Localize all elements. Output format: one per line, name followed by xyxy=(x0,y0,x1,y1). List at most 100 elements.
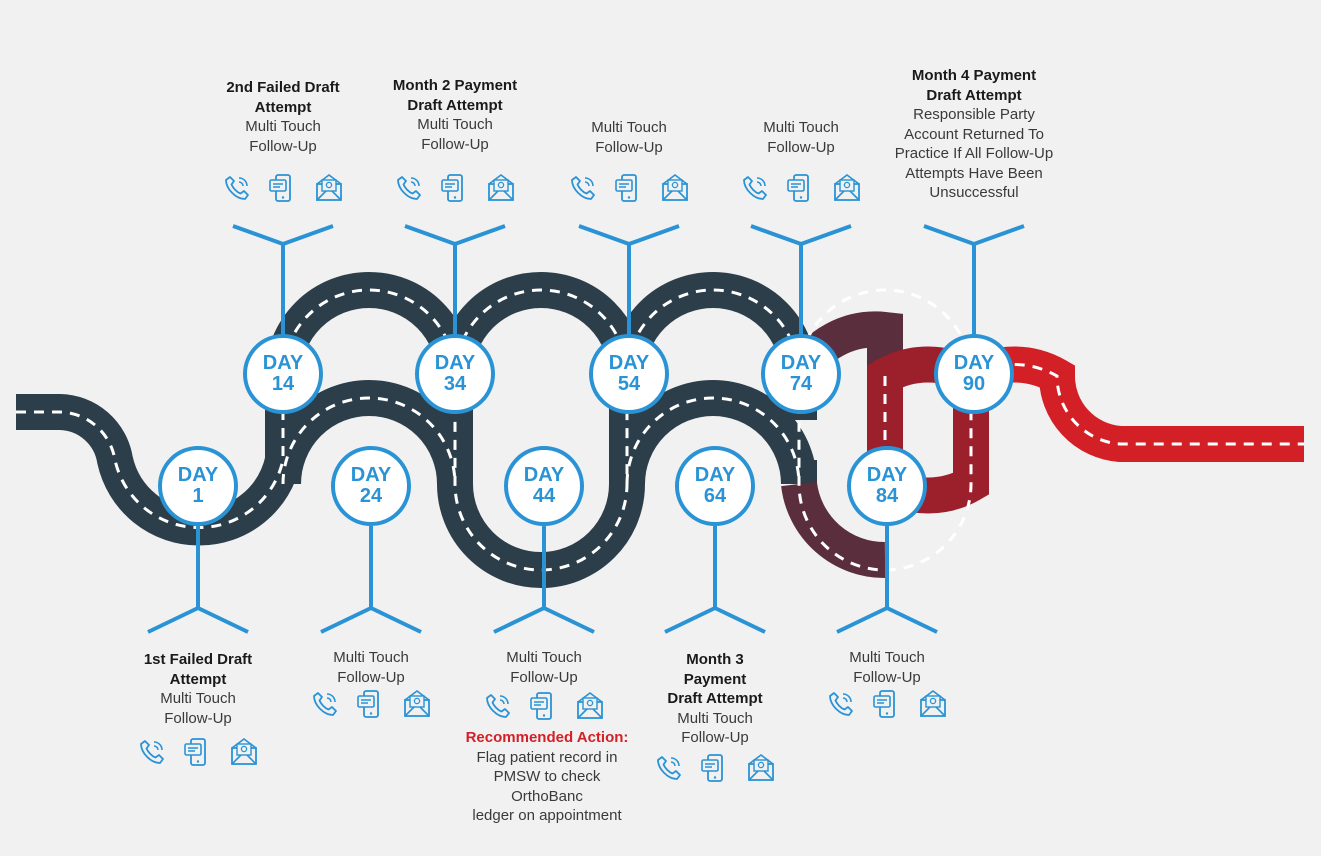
milestone-detail: Multi Touch xyxy=(333,649,409,666)
email-icon xyxy=(662,174,688,201)
road-surface-maroon-2 xyxy=(781,481,886,579)
phone-icon xyxy=(829,692,853,716)
follow-up-channels xyxy=(482,690,606,722)
milestone-detail: Multi Touch xyxy=(506,649,582,666)
milestone-title: 1st Failed Draft xyxy=(143,651,253,668)
milestone-detail: Follow-Up xyxy=(595,138,663,156)
day-word: DAY xyxy=(866,464,908,486)
day-number: 84 xyxy=(875,485,899,507)
mobile-message-icon xyxy=(530,692,552,720)
mobile-message-icon xyxy=(441,174,463,202)
email-icon xyxy=(920,690,946,717)
milestone-detail: Follow-Up xyxy=(853,668,921,686)
mobile-message-icon xyxy=(357,690,379,718)
phone-icon xyxy=(397,176,421,200)
follow-up-channels xyxy=(739,172,863,204)
milestone-detail: Multi Touch xyxy=(245,118,321,135)
recommended-action-heading: Recommended Action: xyxy=(465,729,629,746)
day-marker: DAY 1 xyxy=(158,446,238,526)
phone-icon xyxy=(225,176,249,200)
day-marker: DAY 84 xyxy=(847,446,927,526)
phone-icon xyxy=(657,756,681,780)
milestone-title: Attempt xyxy=(169,670,227,688)
milestone-title: Draft Attempt xyxy=(667,690,763,707)
email-icon xyxy=(748,754,774,781)
email-icon xyxy=(834,174,860,201)
milestone-title: Attempt xyxy=(254,98,312,116)
day-marker: DAY 14 xyxy=(243,334,323,414)
milestone-detail: Multi Touch xyxy=(160,690,236,707)
milestone-title: Month 2 Payment xyxy=(392,77,518,94)
mobile-message-icon xyxy=(269,174,291,202)
day-word: DAY xyxy=(262,352,304,374)
road-dark-segment xyxy=(16,272,817,588)
follow-up-channels xyxy=(221,172,345,204)
day-word: DAY xyxy=(350,464,392,486)
milestone-detail: Follow-Up xyxy=(510,668,578,686)
recommended-action-text: Flag patient record in xyxy=(476,748,618,766)
milestone-title: Month 3 xyxy=(686,651,744,668)
day-number: 34 xyxy=(443,373,467,395)
day-marker: DAY 34 xyxy=(415,334,495,414)
milestone-connector xyxy=(923,224,1025,334)
email-icon xyxy=(316,174,342,201)
day-number: 1 xyxy=(192,485,204,507)
milestone-label: 1st Failed Draft Attempt Multi Touch Follow… xyxy=(88,650,308,728)
email-icon xyxy=(404,690,430,717)
recommended-action-text: PMSW to check xyxy=(493,768,601,785)
day-marker: DAY 74 xyxy=(761,334,841,414)
phone-icon xyxy=(486,694,510,718)
milestone-connector xyxy=(147,526,249,634)
day-word: DAY xyxy=(608,352,650,374)
follow-up-channels xyxy=(653,752,777,784)
milestone-detail: Multi Touch xyxy=(591,119,667,136)
recommended-action-text: ledger on appointment xyxy=(472,807,622,824)
milestone-detail: Follow-Up xyxy=(249,137,317,155)
day-marker: DAY 44 xyxy=(504,446,584,526)
follow-up-channels xyxy=(393,172,517,204)
milestone-label: Multi Touch Follow-Up xyxy=(434,648,654,687)
milestone-label: 2nd Failed Draft Attempt Multi Touch Follow… xyxy=(173,78,393,156)
milestone-title: Draft Attempt xyxy=(926,86,1022,104)
milestone-label: Month 2 Payment Draft Attempt Multi Touch F… xyxy=(345,76,565,154)
milestone-label: Month 4 Payment Draft Attempt Responsible … xyxy=(864,66,1084,203)
milestone-detail: Attempts Have Been xyxy=(905,164,1043,182)
day-marker: DAY 90 xyxy=(934,334,1014,414)
milestone-detail: Unsuccessful xyxy=(929,184,1019,201)
day-word: DAY xyxy=(434,352,476,374)
milestone-detail: Follow-Up xyxy=(337,668,405,686)
milestone-title: 2nd Failed Draft xyxy=(226,79,340,96)
mobile-message-icon xyxy=(701,754,723,782)
milestone-detail: Multi Touch xyxy=(677,709,753,727)
phone-icon xyxy=(140,740,164,764)
milestone-detail: Practice If All Follow-Up xyxy=(894,145,1054,162)
milestone-connector xyxy=(404,224,506,334)
day-word: DAY xyxy=(523,464,565,486)
milestone-connector xyxy=(232,224,334,334)
day-number: 74 xyxy=(789,373,813,395)
recommended-action: Recommended Action: Flag patient record i… xyxy=(427,728,667,826)
day-number: 14 xyxy=(271,373,295,395)
milestone-connector xyxy=(578,224,680,334)
milestone-title: Draft Attempt xyxy=(407,96,503,114)
day-word: DAY xyxy=(177,464,219,486)
email-icon xyxy=(577,692,603,719)
phone-icon xyxy=(313,692,337,716)
milestone-detail: Follow-Up xyxy=(681,729,749,746)
milestone-detail: Multi Touch xyxy=(417,116,493,133)
phone-icon xyxy=(571,176,595,200)
day-marker: DAY 24 xyxy=(331,446,411,526)
milestone-detail: Account Returned To xyxy=(904,125,1044,143)
day-marker: DAY 54 xyxy=(589,334,669,414)
follow-up-channels xyxy=(567,172,691,204)
day-word: DAY xyxy=(780,352,822,374)
milestone-label: Multi Touch Follow-Up xyxy=(777,648,997,687)
mobile-message-icon xyxy=(184,738,206,766)
milestone-connector xyxy=(750,224,852,334)
road-surface-dark xyxy=(16,272,817,588)
milestone-detail: Follow-Up xyxy=(164,709,232,727)
milestone-detail: Multi Touch xyxy=(763,119,839,136)
day-number: 44 xyxy=(532,485,556,507)
day-number: 64 xyxy=(703,485,727,507)
milestone-detail: Responsible Party xyxy=(913,106,1035,123)
